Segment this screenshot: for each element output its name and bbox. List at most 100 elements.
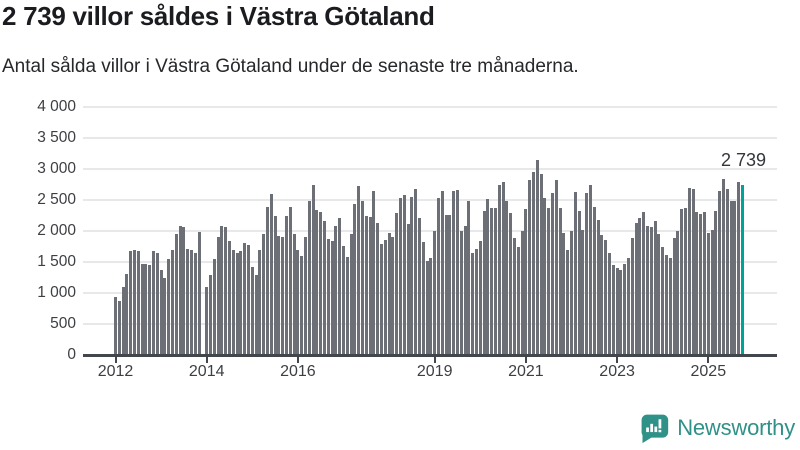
y-tick-label: 2 500 (37, 191, 76, 208)
bar (680, 209, 684, 355)
bar (440, 190, 444, 355)
bar (174, 234, 178, 355)
bar (243, 242, 247, 355)
bar (114, 296, 117, 355)
bar (307, 200, 311, 355)
bar (342, 245, 345, 355)
bar (668, 257, 672, 355)
bar (421, 241, 425, 355)
x-tick-mark (296, 357, 299, 363)
highlight-value-label: 2 739 (720, 150, 766, 170)
bar (478, 240, 482, 355)
bar (155, 252, 159, 355)
bar (604, 240, 608, 355)
bar (459, 231, 463, 355)
chart-title: 2 739 villor såldes i Västra Götaland (2, 1, 435, 31)
chart-subtitle: Antal sålda villor i Västra Götaland und… (2, 56, 579, 77)
bar (581, 230, 585, 355)
bar (406, 224, 410, 355)
bar (589, 184, 592, 355)
gridline (83, 230, 777, 232)
bar (600, 235, 604, 355)
x-axis-line (83, 354, 777, 357)
bar (399, 197, 402, 355)
bar (710, 230, 714, 355)
bar (334, 225, 338, 355)
bar (323, 221, 326, 355)
bar (315, 209, 319, 355)
bar (250, 266, 254, 355)
bar (729, 200, 733, 355)
bar (372, 190, 376, 355)
gridline (83, 199, 777, 201)
bar (528, 179, 532, 355)
bar (665, 255, 668, 355)
bar (722, 178, 725, 355)
bar (619, 270, 623, 355)
bar (699, 213, 703, 355)
bar (437, 198, 440, 355)
bar (532, 172, 535, 355)
bar (585, 192, 589, 355)
bar (193, 252, 197, 355)
bar (452, 191, 456, 355)
bar (357, 185, 361, 355)
bar (691, 189, 695, 355)
bar (273, 215, 277, 355)
bar (672, 237, 676, 355)
bar (311, 184, 315, 355)
bar (448, 214, 452, 355)
bar (543, 197, 547, 355)
x-tick-mark (707, 357, 710, 363)
bar (338, 217, 342, 355)
bar (220, 225, 224, 355)
bar (627, 257, 630, 355)
bar (152, 251, 155, 355)
bar (247, 244, 250, 355)
bar (573, 192, 577, 355)
bar (262, 233, 266, 355)
bar (482, 210, 486, 355)
bar (657, 233, 661, 355)
bar (684, 207, 687, 355)
bar (737, 182, 741, 355)
bar (224, 226, 228, 355)
bar (216, 237, 220, 355)
bar (687, 187, 691, 355)
bar (209, 275, 212, 355)
x-tick-mark (616, 357, 619, 363)
x-tick-label: 2019 (416, 363, 453, 380)
y-tick-label: 1 000 (37, 284, 76, 301)
bar (638, 217, 642, 355)
bar (364, 215, 368, 355)
bar (186, 248, 190, 355)
bar (140, 263, 144, 355)
newsworthy-brand: Newsworthy (637, 410, 795, 445)
bar (444, 215, 448, 355)
x-tick-mark (205, 357, 208, 363)
bar (376, 222, 380, 355)
bar (117, 301, 121, 355)
bar (577, 211, 581, 355)
bar (182, 227, 186, 355)
x-tick-label: 2014 (188, 363, 225, 380)
bar (144, 263, 148, 355)
bar (205, 286, 209, 355)
bar (391, 236, 395, 355)
bar (524, 209, 528, 355)
bar (281, 236, 285, 355)
bar (292, 233, 296, 355)
bar (129, 251, 133, 355)
y-tick-label: 1 500 (37, 253, 76, 270)
x-tick-label: 2012 (97, 363, 134, 380)
bar (353, 204, 357, 355)
bar (554, 180, 558, 355)
bar (258, 249, 262, 355)
bar (163, 278, 167, 355)
bar (326, 238, 330, 355)
bar (497, 184, 501, 355)
bar (410, 196, 414, 355)
bar (630, 237, 634, 355)
